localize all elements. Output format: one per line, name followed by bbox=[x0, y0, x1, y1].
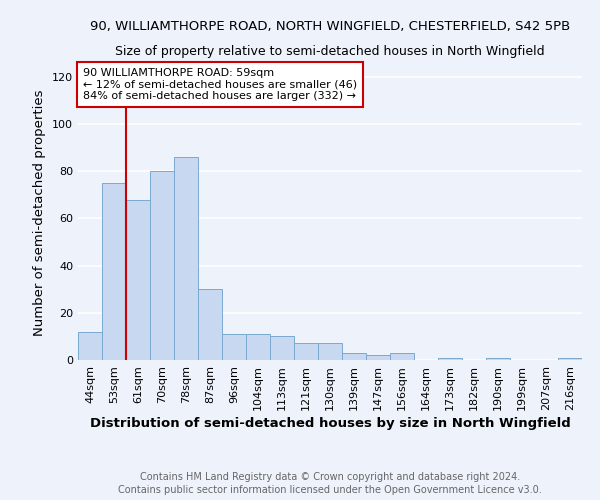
Text: 90 WILLIAMTHORPE ROAD: 59sqm
← 12% of semi-detached houses are smaller (46)
84% : 90 WILLIAMTHORPE ROAD: 59sqm ← 12% of se… bbox=[83, 68, 357, 101]
Bar bbox=[78, 332, 102, 360]
Bar bbox=[246, 334, 270, 360]
Bar bbox=[222, 334, 246, 360]
Text: Size of property relative to semi-detached houses in North Wingfield: Size of property relative to semi-detach… bbox=[115, 45, 545, 58]
Bar bbox=[150, 171, 174, 360]
Y-axis label: Number of semi-detached properties: Number of semi-detached properties bbox=[34, 89, 46, 336]
Text: Contains HM Land Registry data © Crown copyright and database right 2024.: Contains HM Land Registry data © Crown c… bbox=[140, 472, 520, 482]
Bar bbox=[558, 358, 582, 360]
Bar bbox=[390, 353, 414, 360]
Text: 90, WILLIAMTHORPE ROAD, NORTH WINGFIELD, CHESTERFIELD, S42 5PB: 90, WILLIAMTHORPE ROAD, NORTH WINGFIELD,… bbox=[90, 20, 570, 33]
Bar bbox=[342, 353, 366, 360]
Bar bbox=[102, 183, 126, 360]
Bar bbox=[126, 200, 150, 360]
Bar bbox=[486, 358, 510, 360]
Bar bbox=[174, 157, 198, 360]
Text: Contains public sector information licensed under the Open Government Licence v3: Contains public sector information licen… bbox=[118, 485, 542, 495]
Bar bbox=[270, 336, 294, 360]
Bar bbox=[438, 358, 462, 360]
Bar bbox=[294, 344, 318, 360]
Bar bbox=[198, 289, 222, 360]
Bar bbox=[318, 344, 342, 360]
X-axis label: Distribution of semi-detached houses by size in North Wingfield: Distribution of semi-detached houses by … bbox=[89, 417, 571, 430]
Bar bbox=[366, 356, 390, 360]
